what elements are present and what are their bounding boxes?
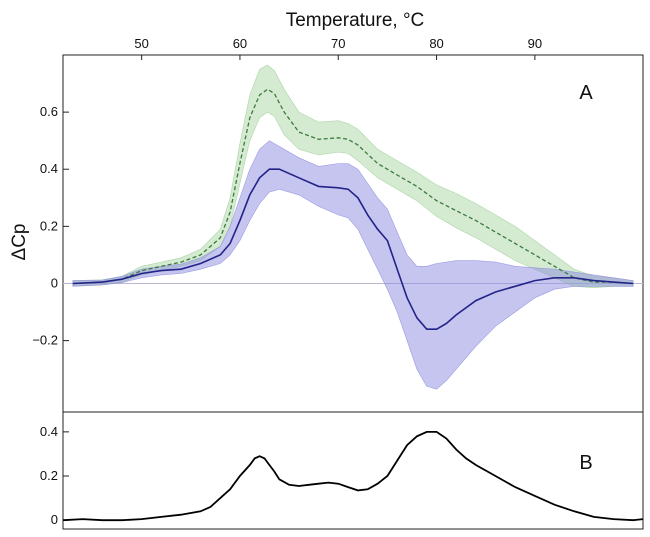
x-tick-label-90: 90 bbox=[528, 36, 542, 51]
x-tick-label-50: 50 bbox=[134, 36, 148, 51]
y-tick-label-b-1: 0.2 bbox=[40, 468, 58, 483]
band-blue bbox=[72, 140, 634, 390]
y-tick-label-a-1: 0.4 bbox=[40, 161, 58, 176]
panel-b-label: B bbox=[579, 452, 592, 474]
x-tick-label-80: 80 bbox=[429, 36, 443, 51]
panel-b: B bbox=[62, 411, 644, 530]
panel-a: A bbox=[62, 54, 644, 413]
series-line-difference bbox=[62, 430, 644, 522]
y-axis-title: ΔCp bbox=[9, 224, 30, 261]
series-line-blue bbox=[72, 168, 634, 331]
y-tick-label-a-3: 0 bbox=[51, 275, 58, 290]
panel-b-frame bbox=[62, 411, 644, 530]
y-tick-label-b-0: 0.4 bbox=[40, 424, 58, 439]
x-axis-title: Temperature, °C bbox=[286, 10, 425, 31]
y-tick-label-a-2: 0.2 bbox=[40, 218, 58, 233]
y-tick-label-a-0: 0.6 bbox=[40, 104, 58, 119]
panel-a-frame bbox=[62, 54, 644, 413]
y-tick-label-b-2: 0 bbox=[51, 512, 58, 527]
x-tick-label-70: 70 bbox=[331, 36, 345, 51]
x-tick-label-60: 60 bbox=[233, 36, 247, 51]
y-tick-label-a-4: −0.2 bbox=[32, 333, 58, 348]
panel-a-label: A bbox=[579, 82, 593, 104]
